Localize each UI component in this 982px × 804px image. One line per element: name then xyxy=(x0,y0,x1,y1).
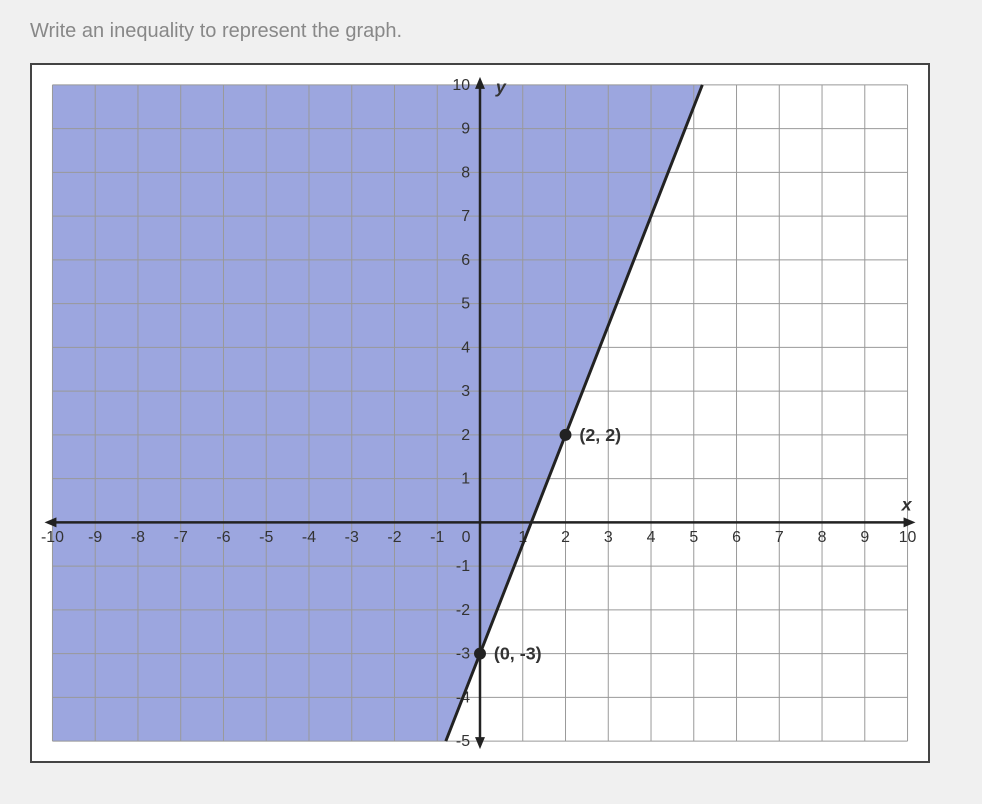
svg-text:-4: -4 xyxy=(302,529,316,546)
svg-text:-5: -5 xyxy=(456,733,470,750)
svg-text:6: 6 xyxy=(732,529,741,546)
svg-text:1: 1 xyxy=(461,471,470,488)
svg-text:x: x xyxy=(901,494,913,514)
svg-text:0: 0 xyxy=(462,529,471,546)
svg-text:-9: -9 xyxy=(88,529,102,546)
svg-text:3: 3 xyxy=(461,383,470,400)
svg-text:7: 7 xyxy=(461,208,470,225)
svg-text:-1: -1 xyxy=(456,558,470,575)
svg-text:-1: -1 xyxy=(430,529,444,546)
svg-text:-10: -10 xyxy=(41,529,64,546)
svg-text:(2, 2): (2, 2) xyxy=(579,425,621,445)
svg-text:-2: -2 xyxy=(456,602,470,619)
svg-text:6: 6 xyxy=(461,252,470,269)
svg-text:-2: -2 xyxy=(387,529,401,546)
svg-text:9: 9 xyxy=(461,121,470,138)
svg-text:7: 7 xyxy=(775,529,784,546)
graph-container: -10-9-8-7-6-5-4-3-2-1012345678910-5-4-3-… xyxy=(30,63,930,763)
svg-text:y: y xyxy=(495,77,507,97)
svg-text:10: 10 xyxy=(899,529,917,546)
svg-text:5: 5 xyxy=(461,296,470,313)
svg-text:5: 5 xyxy=(689,529,698,546)
svg-text:2: 2 xyxy=(461,427,470,444)
svg-text:8: 8 xyxy=(818,529,827,546)
svg-text:3: 3 xyxy=(604,529,613,546)
svg-text:-3: -3 xyxy=(456,646,470,663)
question-prompt: Write an inequality to represent the gra… xyxy=(30,20,952,43)
svg-text:9: 9 xyxy=(860,529,869,546)
svg-text:-8: -8 xyxy=(131,529,145,546)
svg-text:-7: -7 xyxy=(174,529,188,546)
svg-text:-5: -5 xyxy=(259,529,273,546)
svg-text:10: 10 xyxy=(452,77,470,94)
svg-text:8: 8 xyxy=(461,164,470,181)
svg-text:4: 4 xyxy=(461,339,470,356)
svg-text:(0, -3): (0, -3) xyxy=(494,644,542,664)
svg-text:4: 4 xyxy=(647,529,656,546)
svg-text:2: 2 xyxy=(561,529,570,546)
svg-text:-6: -6 xyxy=(216,529,230,546)
svg-text:-3: -3 xyxy=(345,529,359,546)
inequality-graph: -10-9-8-7-6-5-4-3-2-1012345678910-5-4-3-… xyxy=(32,65,928,761)
